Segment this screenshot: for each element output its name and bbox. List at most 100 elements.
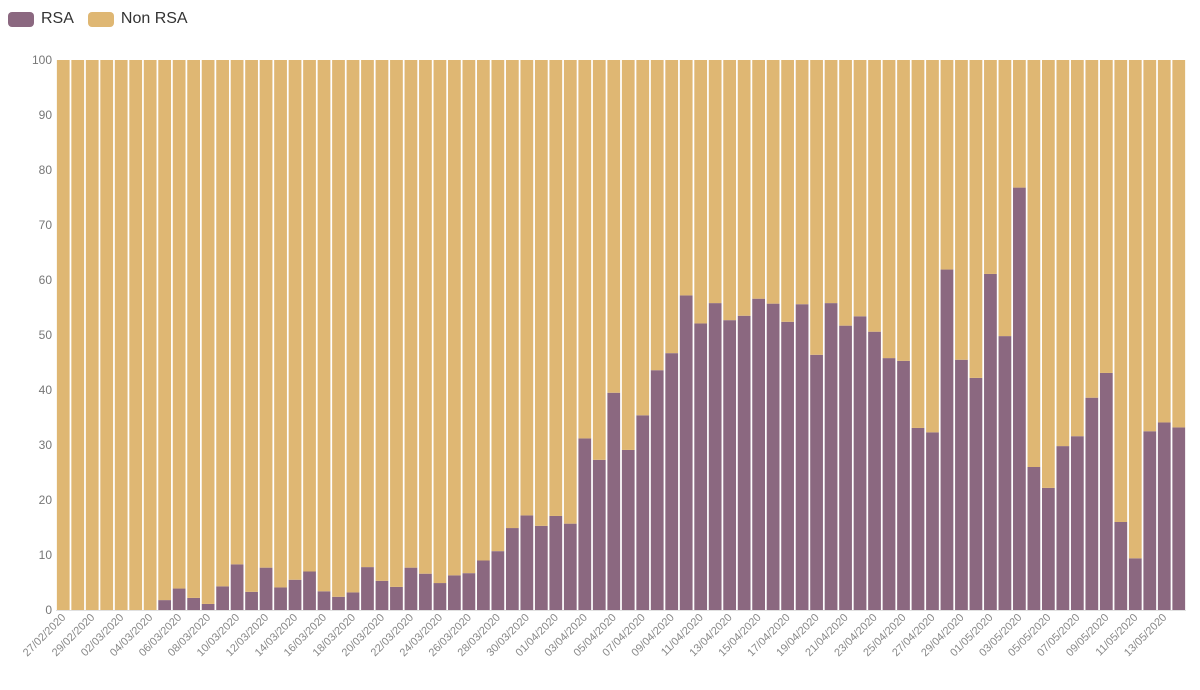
bar-non-rsa[interactable] (317, 60, 331, 592)
bar-non-rsa[interactable] (288, 60, 302, 580)
bar-rsa[interactable] (1042, 487, 1055, 610)
bar-non-rsa[interactable] (665, 60, 679, 354)
bar-rsa[interactable] (1099, 372, 1113, 610)
bar-non-rsa[interactable] (361, 60, 374, 568)
bar-rsa[interactable] (665, 353, 679, 610)
bar-non-rsa[interactable] (911, 60, 925, 428)
bar-non-rsa[interactable] (1099, 60, 1113, 373)
bar-non-rsa[interactable] (390, 60, 403, 587)
bar-rsa[interactable] (317, 591, 331, 610)
bar-rsa[interactable] (592, 459, 606, 610)
bar-non-rsa[interactable] (650, 60, 664, 371)
bar-rsa[interactable] (621, 449, 635, 610)
bar-non-rsa[interactable] (143, 60, 157, 610)
bar-non-rsa[interactable] (1070, 60, 1084, 437)
bar-non-rsa[interactable] (839, 60, 852, 326)
bar-non-rsa[interactable] (375, 60, 389, 581)
bar-rsa[interactable] (853, 316, 867, 610)
bar-non-rsa[interactable] (259, 60, 273, 568)
bar-non-rsa[interactable] (578, 60, 592, 439)
bar-non-rsa[interactable] (187, 60, 200, 598)
bar-rsa[interactable] (505, 528, 519, 610)
bar-non-rsa[interactable] (795, 60, 809, 305)
bar-non-rsa[interactable] (737, 60, 751, 316)
bar-rsa[interactable] (737, 315, 751, 610)
bar-rsa[interactable] (187, 597, 200, 610)
bar-rsa[interactable] (723, 320, 737, 610)
bar-rsa[interactable] (361, 567, 374, 610)
bar-rsa[interactable] (1085, 397, 1099, 610)
bar-rsa[interactable] (477, 560, 490, 611)
bar-non-rsa[interactable] (955, 60, 968, 360)
bar-rsa[interactable] (969, 377, 983, 610)
bar-non-rsa[interactable] (491, 60, 505, 552)
bar-rsa[interactable] (390, 586, 403, 610)
bar-non-rsa[interactable] (563, 60, 577, 524)
bar-rsa[interactable] (839, 325, 852, 610)
bar-non-rsa[interactable] (419, 60, 432, 574)
bar-non-rsa[interactable] (332, 60, 345, 597)
bar-rsa[interactable] (549, 515, 563, 610)
bar-non-rsa[interactable] (1013, 60, 1026, 188)
bar-rsa[interactable] (781, 321, 794, 610)
bar-non-rsa[interactable] (1172, 60, 1186, 428)
bar-rsa[interactable] (1143, 431, 1157, 610)
bar-non-rsa[interactable] (868, 60, 881, 332)
bar-non-rsa[interactable] (71, 60, 85, 610)
bar-non-rsa[interactable] (1085, 60, 1099, 398)
bar-rsa[interactable] (288, 579, 302, 610)
bar-non-rsa[interactable] (781, 60, 794, 322)
bar-non-rsa[interactable] (505, 60, 519, 529)
bar-non-rsa[interactable] (346, 60, 360, 593)
bar-non-rsa[interactable] (607, 60, 621, 393)
bar-rsa[interactable] (346, 592, 360, 610)
bar-rsa[interactable] (201, 603, 215, 610)
bar-non-rsa[interactable] (404, 60, 418, 568)
bar-rsa[interactable] (1114, 522, 1128, 610)
bar-non-rsa[interactable] (853, 60, 867, 317)
bar-non-rsa[interactable] (201, 60, 215, 604)
bar-non-rsa[interactable] (114, 60, 128, 610)
bar-non-rsa[interactable] (810, 60, 823, 355)
bar-non-rsa[interactable] (1042, 60, 1055, 488)
bar-non-rsa[interactable] (694, 60, 708, 324)
bar-non-rsa[interactable] (882, 60, 896, 359)
bar-non-rsa[interactable] (230, 60, 244, 565)
bar-non-rsa[interactable] (172, 60, 186, 589)
bar-rsa[interactable] (868, 331, 881, 610)
bar-non-rsa[interactable] (100, 60, 114, 610)
bar-rsa[interactable] (1157, 422, 1171, 610)
bar-non-rsa[interactable] (824, 60, 838, 304)
bar-rsa[interactable] (578, 438, 592, 610)
bar-non-rsa[interactable] (303, 60, 316, 572)
bar-rsa[interactable] (766, 303, 780, 610)
bar-non-rsa[interactable] (433, 60, 447, 584)
bar-rsa[interactable] (375, 580, 389, 610)
bar-rsa[interactable] (752, 298, 765, 610)
bar-rsa[interactable] (926, 432, 939, 610)
bar-rsa[interactable] (491, 551, 505, 610)
bar-rsa[interactable] (172, 588, 186, 610)
bar-non-rsa[interactable] (636, 60, 650, 416)
bar-non-rsa[interactable] (129, 60, 143, 610)
bar-rsa[interactable] (534, 525, 548, 610)
bar-rsa[interactable] (216, 586, 229, 610)
bar-non-rsa[interactable] (462, 60, 476, 574)
bar-rsa[interactable] (419, 573, 432, 610)
bar-rsa[interactable] (1172, 427, 1186, 610)
bar-rsa[interactable] (795, 304, 809, 610)
bar-rsa[interactable] (940, 269, 954, 610)
bar-rsa[interactable] (650, 370, 664, 610)
bar-rsa[interactable] (404, 567, 418, 610)
bar-non-rsa[interactable] (998, 60, 1012, 337)
bar-non-rsa[interactable] (969, 60, 983, 378)
bar-rsa[interactable] (245, 591, 258, 610)
bar-rsa[interactable] (563, 523, 577, 610)
bar-rsa[interactable] (448, 575, 461, 610)
bar-non-rsa[interactable] (520, 60, 534, 516)
bar-non-rsa[interactable] (708, 60, 722, 304)
bar-non-rsa[interactable] (940, 60, 954, 270)
bar-non-rsa[interactable] (723, 60, 737, 321)
bar-rsa[interactable] (462, 573, 476, 610)
bar-rsa[interactable] (955, 359, 968, 610)
